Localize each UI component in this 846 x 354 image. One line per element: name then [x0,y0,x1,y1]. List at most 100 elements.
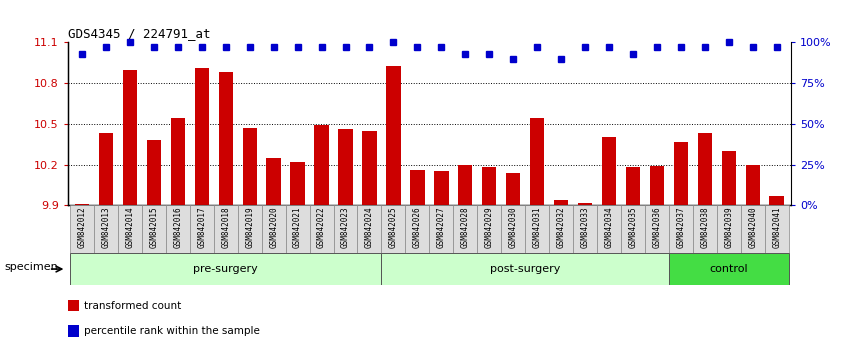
Bar [530,119,544,205]
Bar [405,205,429,253]
Bar [453,205,477,253]
Bar [382,205,405,253]
Bar [362,131,376,205]
Text: GSM842023: GSM842023 [341,207,350,249]
Text: GSM842033: GSM842033 [580,207,590,249]
Bar [74,204,89,205]
Bar [741,205,765,253]
Bar [382,253,669,285]
Bar [70,253,382,285]
Text: GSM842036: GSM842036 [652,207,662,249]
Bar [290,162,305,205]
Text: GSM842027: GSM842027 [437,207,446,249]
Bar [315,125,329,205]
Bar [358,205,382,253]
Bar [506,173,520,205]
Bar [554,200,569,205]
Bar [573,205,597,253]
Text: transformed count: transformed count [84,301,181,310]
Text: GSM842028: GSM842028 [461,207,470,249]
Text: GSM842040: GSM842040 [748,207,757,249]
Text: GSM842030: GSM842030 [508,207,518,249]
Bar [214,205,238,253]
Bar [477,205,501,253]
Text: GSM842017: GSM842017 [197,207,206,249]
Bar [669,205,693,253]
Text: GSM842026: GSM842026 [413,207,422,249]
Bar [429,205,453,253]
Bar [698,133,712,205]
Text: GSM842016: GSM842016 [173,207,183,249]
Bar [195,68,209,205]
Bar [578,202,592,205]
Bar [722,151,736,205]
Bar [693,205,717,253]
Text: GSM842029: GSM842029 [485,207,494,249]
Bar [338,129,353,205]
Text: GSM842025: GSM842025 [389,207,398,249]
Bar [68,299,79,312]
Text: GSM842013: GSM842013 [102,207,111,249]
Bar [645,205,669,253]
Bar [717,205,741,253]
Text: GSM842024: GSM842024 [365,207,374,249]
Bar [621,205,645,253]
Bar [410,170,425,205]
Text: GSM842038: GSM842038 [700,207,709,249]
Bar [166,205,190,253]
Bar [123,70,137,205]
Bar [142,205,166,253]
Bar [238,205,261,253]
Text: GSM842021: GSM842021 [293,207,302,249]
Bar [770,196,784,205]
Text: GSM842019: GSM842019 [245,207,254,249]
Bar [434,171,448,205]
Bar [118,205,142,253]
Bar [310,205,333,253]
Text: post-surgery: post-surgery [490,264,560,274]
Text: specimen: specimen [4,262,58,272]
Bar [525,205,549,253]
Text: GSM842022: GSM842022 [317,207,326,249]
Bar [673,142,688,205]
Text: GSM842035: GSM842035 [629,207,637,249]
Bar [669,253,788,285]
Bar [501,205,525,253]
Bar [333,205,358,253]
Bar [261,205,286,253]
Bar [218,72,233,205]
Bar [745,165,760,205]
Bar [243,128,257,205]
Bar [597,205,621,253]
Text: GSM842031: GSM842031 [533,207,541,249]
Bar [68,325,79,337]
Text: GSM842012: GSM842012 [78,207,86,249]
Bar [99,133,113,205]
Text: GSM842014: GSM842014 [125,207,135,249]
Text: GSM842018: GSM842018 [222,207,230,249]
Bar [482,167,497,205]
Text: GSM842039: GSM842039 [724,207,733,249]
Bar [70,205,94,253]
Bar [266,158,281,205]
Bar [387,65,401,205]
Text: percentile rank within the sample: percentile rank within the sample [84,326,260,336]
Bar [171,119,185,205]
Text: GSM842041: GSM842041 [772,207,781,249]
Text: GSM842020: GSM842020 [269,207,278,249]
Text: control: control [710,264,748,274]
Bar [549,205,573,253]
Bar [458,165,472,205]
Text: pre-surgery: pre-surgery [194,264,258,274]
Bar [146,140,161,205]
Text: GSM842037: GSM842037 [676,207,685,249]
Text: GSM842034: GSM842034 [605,207,613,249]
Text: GDS4345 / 224791_at: GDS4345 / 224791_at [68,27,210,40]
Bar [765,205,788,253]
Bar [190,205,214,253]
Text: GSM842032: GSM842032 [557,207,566,249]
Bar [94,205,118,253]
Bar [626,167,640,205]
Text: GSM842015: GSM842015 [150,207,158,249]
Bar [602,137,616,205]
